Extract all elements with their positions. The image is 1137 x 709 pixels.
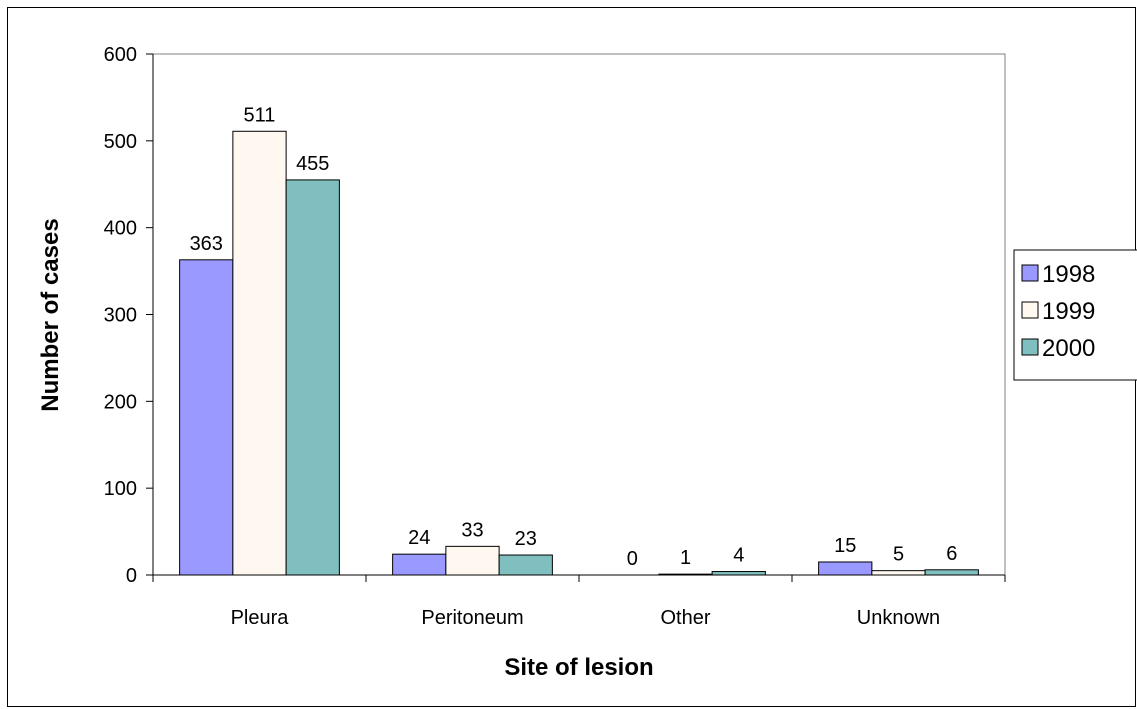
y-tick-label: 600 <box>104 44 137 66</box>
bar-1999-unknown <box>871 570 926 576</box>
x-tick-label: Unknown <box>857 607 940 629</box>
y-tick-label: 0 <box>126 565 137 587</box>
bar-2000-other <box>711 571 766 576</box>
legend-label-1998: 1998 <box>1042 261 1095 288</box>
data-label: 455 <box>296 153 329 175</box>
x-axis: Pleura Peritoneum Other Unknown <box>152 574 1006 629</box>
x-axis-title: Site of lesion <box>504 654 653 681</box>
x-tick-label: Pleura <box>231 607 290 629</box>
bar-1999-pleura <box>232 130 287 576</box>
data-label: 4 <box>733 545 744 567</box>
data-label: 24 <box>408 527 430 549</box>
data-label: 5 <box>893 544 904 566</box>
data-labels: 363 511 455 24 33 23 0 1 4 15 5 6 <box>190 104 958 570</box>
data-label: 1 <box>680 547 691 569</box>
bars <box>179 130 979 576</box>
bar-2000-peritoneum <box>498 554 553 576</box>
data-label: 6 <box>946 543 957 565</box>
data-label: 33 <box>461 519 483 541</box>
y-tick-label: 500 <box>104 131 137 153</box>
x-tick-label: Peritoneum <box>421 607 523 629</box>
y-tick-label: 100 <box>104 478 137 500</box>
bar-1998-peritoneum <box>392 553 447 576</box>
bar-1998-pleura <box>179 259 234 576</box>
y-tick-label: 400 <box>104 218 137 240</box>
data-label: 23 <box>515 528 537 550</box>
y-axis: 0 100 200 300 400 500 600 <box>104 44 154 587</box>
data-label: 0 <box>627 548 638 570</box>
data-label: 511 <box>244 104 276 126</box>
bar-1998-unknown <box>818 561 873 576</box>
bar-2000-pleura <box>285 179 340 576</box>
data-label: 363 <box>190 233 223 255</box>
legend-swatch-2000 <box>1021 338 1039 356</box>
y-tick-label: 300 <box>104 305 137 327</box>
y-tick-label: 200 <box>104 391 137 413</box>
legend-label-2000: 2000 <box>1042 335 1095 362</box>
y-axis-title: Number of cases <box>37 218 64 411</box>
legend: 1998 1999 2000 <box>1013 249 1137 381</box>
legend-swatch-1998 <box>1021 264 1039 282</box>
x-tick-label: Other <box>660 607 710 629</box>
bar-2000-unknown <box>924 569 979 576</box>
data-label: 15 <box>834 535 856 557</box>
legend-label-1999: 1999 <box>1042 298 1095 325</box>
legend-swatch-1999 <box>1021 301 1039 319</box>
bar-1999-peritoneum <box>445 545 500 576</box>
